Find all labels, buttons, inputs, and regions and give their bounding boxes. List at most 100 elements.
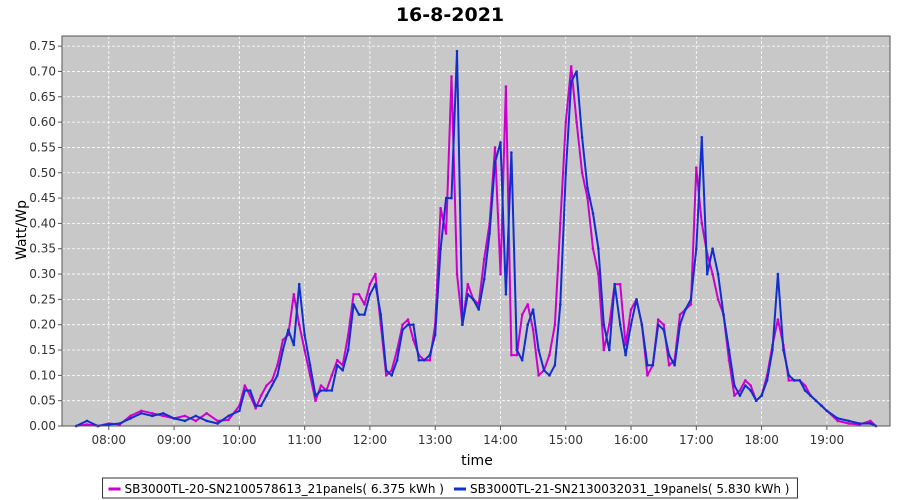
data-point — [564, 171, 568, 175]
y-tick-label: 0.70 — [29, 64, 56, 78]
data-point — [314, 399, 317, 403]
data-point — [782, 348, 785, 352]
data-point — [423, 358, 426, 362]
data-point — [515, 348, 519, 352]
data-point — [406, 323, 410, 327]
data-point — [428, 358, 432, 362]
data-point — [346, 348, 350, 352]
data-point — [493, 146, 497, 149]
data-point — [401, 323, 404, 327]
data-point — [346, 333, 350, 337]
data-point — [477, 308, 481, 311]
data-point — [183, 414, 187, 418]
data-point — [553, 363, 557, 367]
data-point — [869, 419, 872, 423]
data-point — [466, 282, 470, 286]
data-point — [771, 348, 774, 352]
data-point — [172, 417, 176, 420]
data-point — [787, 379, 791, 382]
data-point — [401, 328, 404, 332]
data-point — [297, 282, 301, 286]
data-point — [722, 313, 725, 316]
data-point — [635, 298, 638, 301]
x-tick-label: 10:00 — [222, 433, 257, 447]
data-point — [618, 323, 622, 327]
data-point — [814, 399, 818, 403]
data-point — [515, 353, 519, 357]
data-point — [537, 348, 540, 352]
data-point — [749, 389, 752, 392]
data-point — [809, 394, 812, 397]
data-point — [847, 419, 850, 423]
data-point — [325, 389, 328, 392]
data-point — [368, 282, 372, 286]
data-point — [580, 171, 584, 175]
data-point — [287, 328, 290, 332]
data-point — [825, 409, 829, 413]
data-point — [765, 379, 769, 382]
data-point — [395, 358, 399, 362]
data-point — [711, 272, 714, 276]
x-tick-label: 14:00 — [483, 433, 518, 447]
data-point — [85, 419, 89, 423]
chart-title: 16-8-2021 — [396, 4, 504, 26]
data-point — [319, 384, 323, 387]
data-point — [85, 423, 89, 426]
legend-label: SB3000TL-20-SN2100578613_21panels( 6.375… — [125, 482, 444, 496]
y-tick-label: 0.20 — [29, 318, 56, 332]
data-point — [646, 363, 649, 367]
data-point — [749, 384, 752, 387]
data-point — [243, 389, 247, 392]
data-point — [384, 374, 388, 377]
data-point — [308, 363, 312, 367]
data-point — [542, 369, 546, 372]
data-point — [374, 282, 377, 286]
y-tick-label: 0.45 — [29, 191, 56, 205]
data-point — [499, 141, 502, 144]
data-point — [194, 414, 198, 418]
data-point — [591, 247, 595, 250]
data-point — [216, 419, 219, 423]
data-point — [357, 293, 361, 296]
data-point — [700, 222, 704, 225]
data-point — [591, 212, 595, 215]
data-point — [265, 394, 268, 397]
data-point — [319, 389, 323, 392]
legend-label: SB3000TL-21-SN2130032031_19panels( 5.830… — [470, 482, 789, 496]
y-tick-label: 0.65 — [29, 90, 56, 104]
data-point — [281, 338, 285, 342]
data-point — [608, 323, 611, 327]
y-tick-label: 0.10 — [29, 368, 56, 382]
axes: 0.00 0.05 0.10 0.15 0.20 0.25 0.30 0.35 0.40 0.45… — [29, 39, 844, 447]
data-point — [760, 394, 763, 397]
data-point — [548, 374, 551, 377]
data-point — [662, 328, 665, 332]
data-point — [281, 348, 285, 352]
data-point — [368, 293, 372, 296]
data-point — [493, 161, 497, 164]
data-point — [531, 308, 535, 311]
data-point — [548, 353, 551, 357]
data-point — [847, 422, 850, 425]
data-point — [151, 412, 154, 415]
data-point — [678, 313, 682, 316]
data-point — [352, 293, 355, 296]
data-point — [270, 379, 274, 382]
data-point — [254, 407, 257, 410]
data-point — [374, 272, 377, 276]
data-point — [716, 272, 720, 276]
data-point — [129, 414, 132, 418]
data-point — [738, 389, 742, 392]
x-tick-label: 13:00 — [418, 433, 453, 447]
data-point — [336, 363, 339, 367]
data-point — [455, 272, 459, 276]
data-point — [629, 308, 633, 311]
data-point — [107, 423, 111, 426]
data-point — [586, 186, 589, 190]
y-axis-title: Watt/Wp — [14, 200, 30, 260]
data-point — [537, 374, 540, 377]
data-point — [238, 409, 241, 413]
data-point — [292, 343, 296, 347]
data-point — [276, 374, 279, 377]
data-point — [161, 412, 165, 415]
